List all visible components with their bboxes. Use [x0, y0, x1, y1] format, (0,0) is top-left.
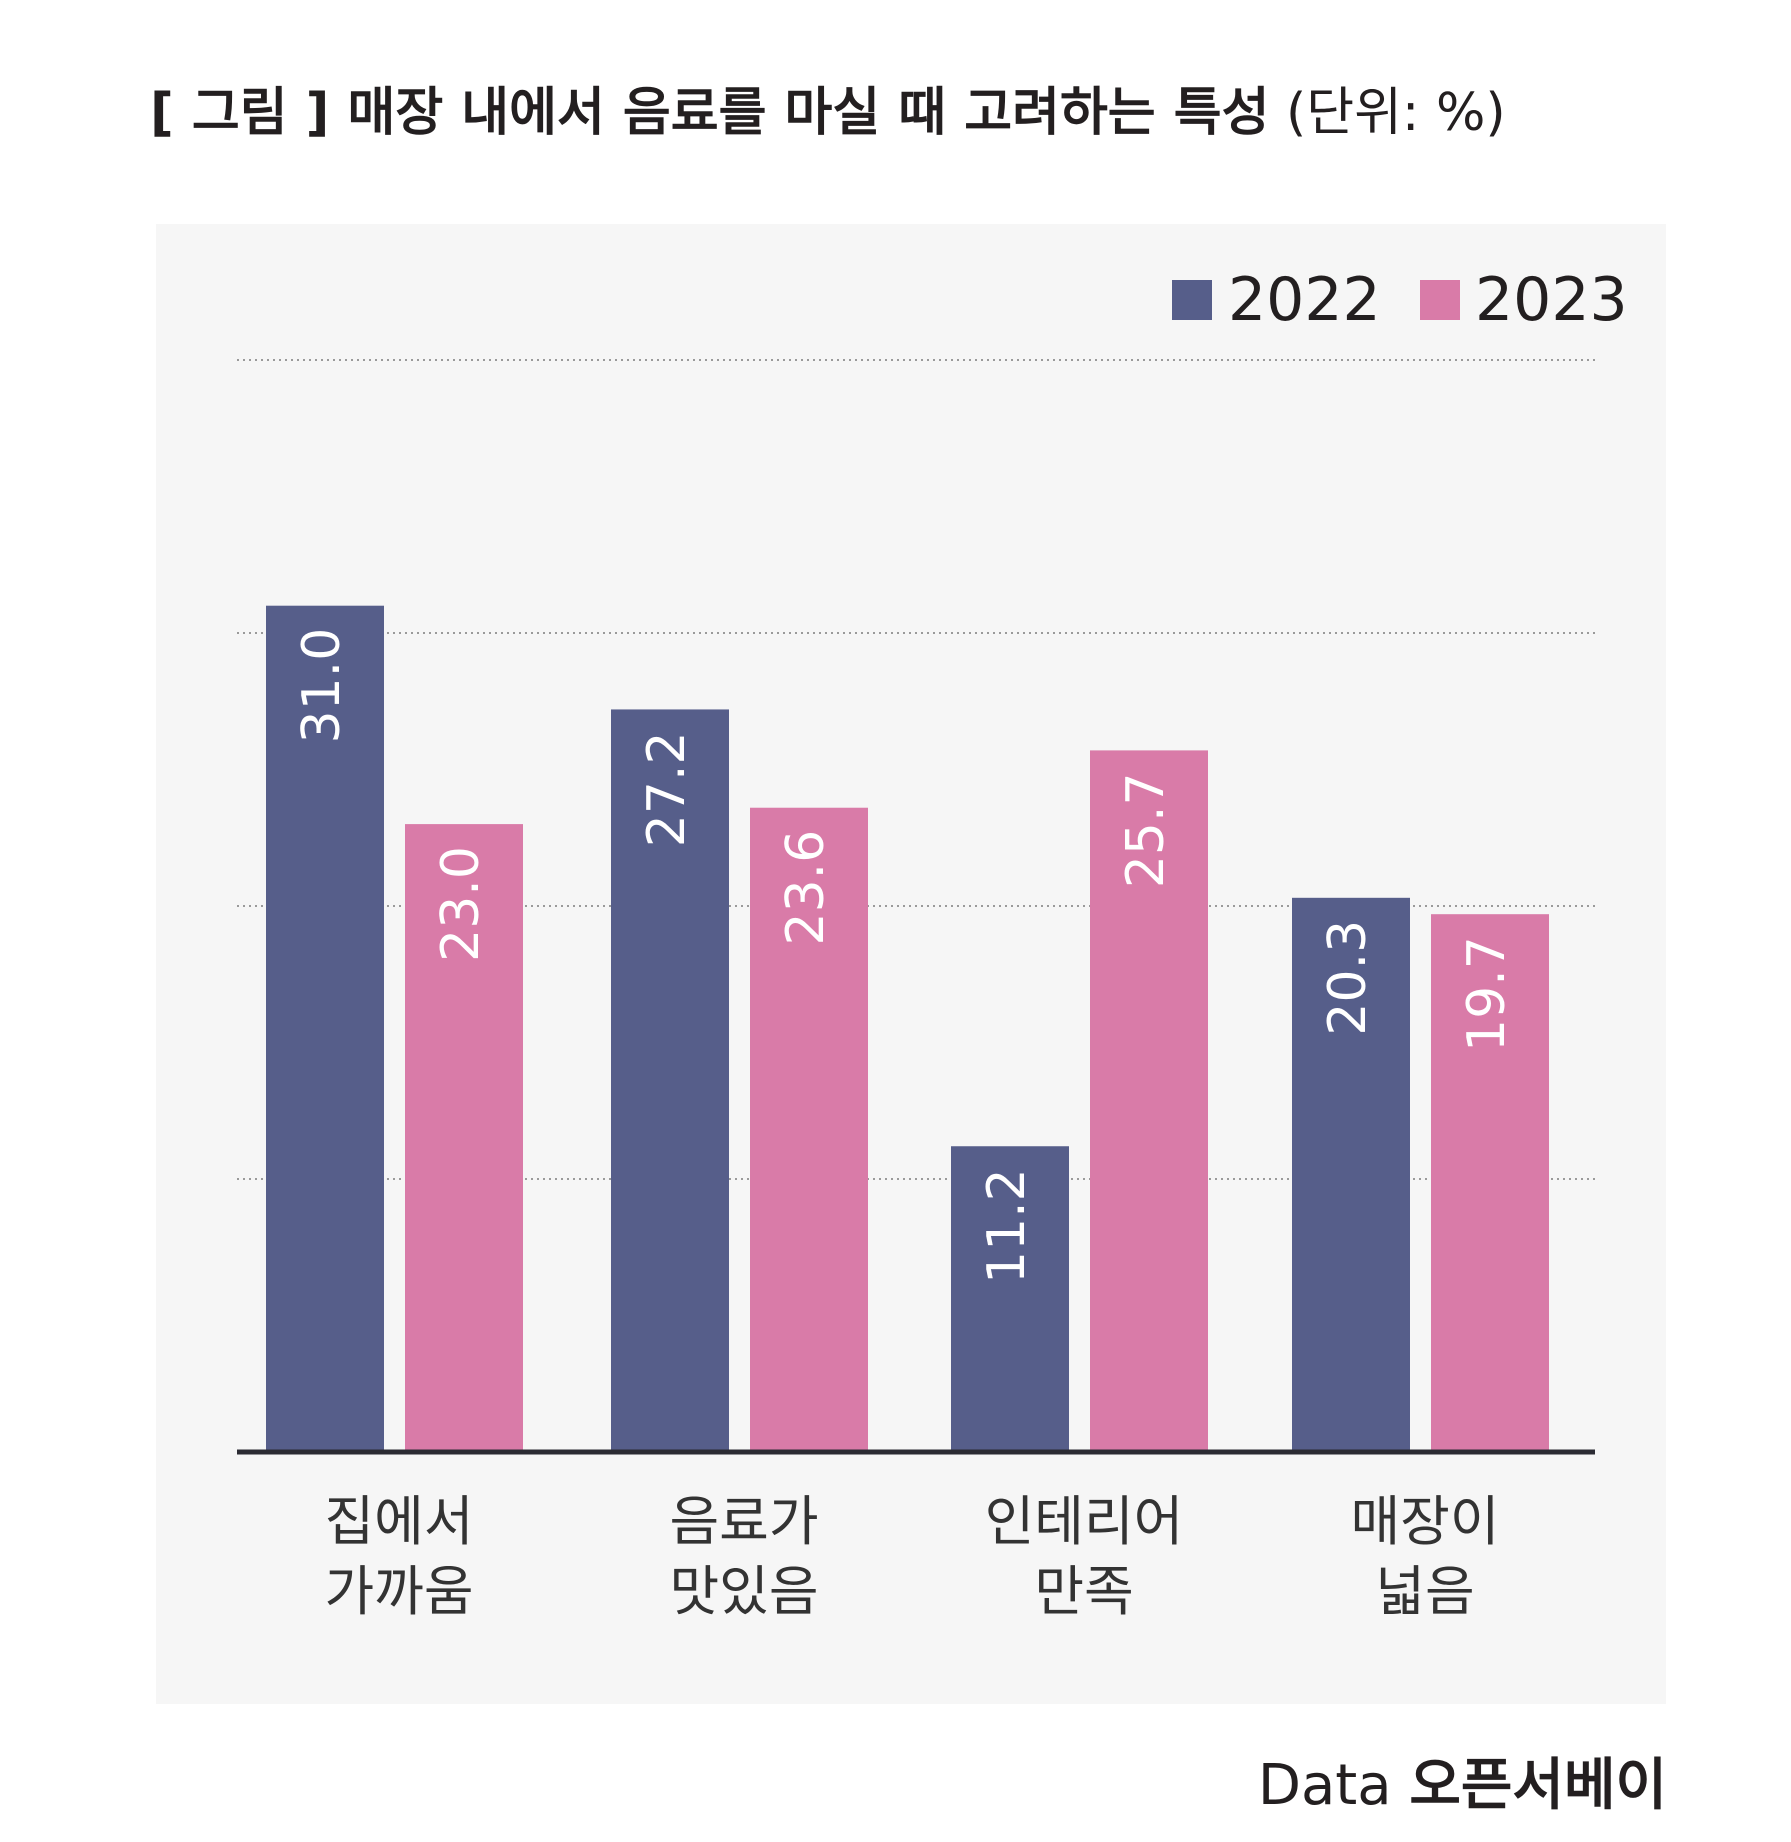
data-source-label: Data	[1257, 1753, 1392, 1818]
bar-2022-2	[951, 1146, 1069, 1452]
x-tick-label: 맛있음	[669, 1560, 818, 1623]
legend-swatch-2022	[1172, 280, 1212, 320]
bar-value-label: 11.2	[977, 1168, 1037, 1284]
bar-value-label: 23.6	[776, 830, 836, 946]
bar-2022-3	[1292, 897, 1410, 1452]
x-tick-label: 넓음	[1375, 1560, 1474, 1623]
bar-2023-0	[405, 824, 523, 1452]
bar-2023-1	[750, 807, 868, 1452]
chart-title-main: [ 그림 ] 매장 내에서 음료를 마실 때 고려하는 특성	[150, 83, 1270, 143]
x-tick-label: 집에서	[324, 1490, 473, 1553]
legend-label-2023: 2023	[1475, 265, 1628, 335]
bar-value-label: 19.7	[1457, 936, 1517, 1052]
data-source-org: 오픈서베이	[1409, 1753, 1667, 1818]
chart-title: [ 그림 ] 매장 내에서 음료를 마실 때 고려하는 특성 (단위: %)	[150, 70, 1506, 145]
bar-value-label: 23.0	[431, 846, 491, 962]
bar-2023-3	[1431, 914, 1549, 1452]
bar-value-label: 27.2	[637, 731, 697, 847]
bar-2023-2	[1090, 750, 1208, 1452]
x-tick-label: 매장이	[1350, 1490, 1499, 1553]
bar-value-label: 20.3	[1318, 920, 1378, 1036]
data-source: Data 오픈서베이	[1258, 1740, 1667, 1821]
bars: 31.0 23.0 27.2 23.6 11.2 25.7 20.3 19.7	[237, 605, 1595, 1455]
bar-value-label: 25.7	[1116, 772, 1176, 888]
legend-label-2022: 2022	[1228, 265, 1381, 335]
x-tick-label: 가까움	[324, 1560, 473, 1623]
chart-title-unit: (단위: %)	[1285, 83, 1506, 143]
bar-2022-1	[611, 709, 729, 1452]
x-tick-label: 음료가	[669, 1490, 818, 1553]
legend-swatch-2023	[1420, 280, 1460, 320]
bar-value-label: 31.0	[292, 628, 352, 744]
legend: 2022 2023	[1172, 265, 1628, 335]
x-tick-label: 인테리어	[985, 1490, 1184, 1553]
grid-lines	[237, 359, 1595, 1180]
bar-2022-0	[266, 605, 384, 1452]
x-tick-label: 만족	[1034, 1560, 1133, 1623]
